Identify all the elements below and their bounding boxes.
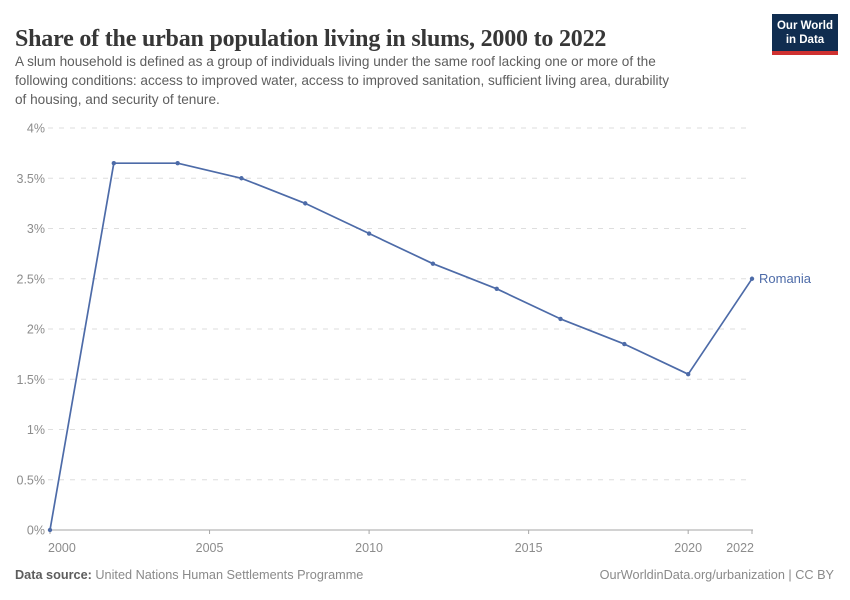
y-axis-tick-label: 1.5%: [17, 373, 46, 387]
x-axis-tick-label: 2015: [515, 541, 543, 555]
data-point-marker[interactable]: [558, 316, 563, 322]
owid-url-link[interactable]: OurWorldinData.org/urbanization | CC BY: [599, 568, 834, 582]
data-source-value: United Nations Human Settlements Program…: [95, 568, 364, 582]
data-point-marker[interactable]: [47, 527, 53, 533]
series-end-label[interactable]: Romania: [759, 271, 812, 286]
data-point-marker[interactable]: [175, 160, 180, 166]
y-axis-tick-label: 0.5%: [17, 473, 46, 487]
y-axis-tick-label: 2.5%: [17, 272, 46, 286]
subtitle-line: A slum household is defined as a group o…: [15, 54, 656, 69]
data-point-marker[interactable]: [494, 286, 499, 291]
data-point-marker[interactable]: [303, 201, 308, 206]
data-point-marker[interactable]: [366, 231, 372, 236]
x-axis-tick-label: 2020: [674, 541, 702, 555]
x-axis: 2000 2005 2010 2015 2020 2022: [48, 529, 754, 555]
owid-logo[interactable]: Our World in Data: [772, 14, 838, 55]
y-axis-tick-label: 4%: [27, 122, 45, 136]
x-axis-tick-label: 2000: [48, 541, 76, 555]
y-axis-tick-label: 2%: [27, 323, 45, 337]
owid-logo-line2: in Data: [785, 34, 825, 46]
data-source-note: Data source: United Nations Human Settle…: [15, 568, 363, 582]
y-axis-labels: 0% 0.5% 1% 1.5% 2% 2.5% 3% 3.5% 4%: [17, 122, 46, 538]
owid-logo-line1: Our World: [776, 20, 833, 32]
y-axis-tick-label: 0%: [27, 524, 45, 538]
data-source-label: Data source:: [15, 568, 92, 582]
x-axis-tick-label: 2022: [726, 541, 754, 555]
series-romania: Romania: [47, 160, 812, 533]
data-point-marker[interactable]: [239, 176, 244, 181]
y-axis-tick-label: 3.5%: [17, 172, 46, 186]
page-title: Share of the urban population living in …: [15, 26, 607, 53]
chart-subtitle: A slum household is defined as a group o…: [15, 52, 755, 109]
data-point-marker[interactable]: [430, 261, 436, 266]
y-axis-tick-label: 3%: [27, 222, 45, 236]
data-point-marker[interactable]: [685, 372, 691, 377]
subtitle-line: following conditions: access to improved…: [15, 73, 670, 88]
data-point-marker[interactable]: [749, 276, 755, 281]
x-axis-tick-label: 2005: [196, 541, 224, 555]
x-axis-tick-label: 2010: [355, 541, 383, 555]
y-axis-tick-label: 1%: [27, 423, 45, 437]
subtitle-line: of housing, and security of tenure.: [15, 92, 220, 107]
data-point-marker[interactable]: [111, 160, 117, 166]
y-gridlines: [48, 127, 752, 481]
series-line[interactable]: [49, 162, 753, 531]
data-point-marker[interactable]: [622, 341, 627, 347]
